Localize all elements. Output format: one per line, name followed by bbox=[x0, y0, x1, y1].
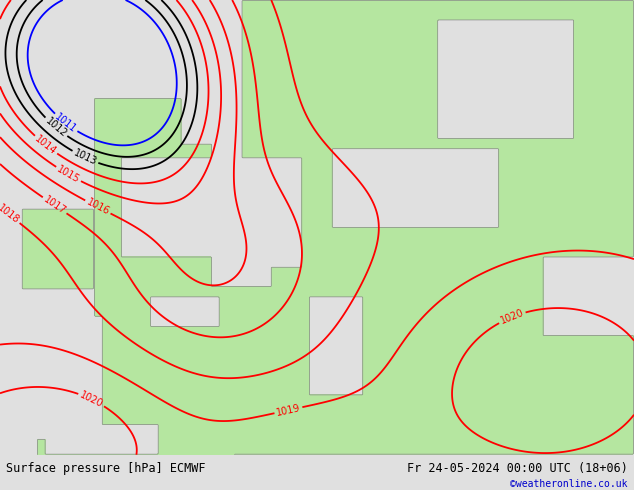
Text: 1015: 1015 bbox=[55, 164, 82, 185]
Text: 1017: 1017 bbox=[42, 195, 68, 217]
Text: 1018: 1018 bbox=[0, 203, 21, 226]
Text: 1013: 1013 bbox=[72, 148, 98, 167]
Text: 1020: 1020 bbox=[499, 308, 526, 326]
Text: Surface pressure [hPa] ECMWF: Surface pressure [hPa] ECMWF bbox=[6, 462, 206, 475]
Text: Fr 24-05-2024 00:00 UTC (18+06): Fr 24-05-2024 00:00 UTC (18+06) bbox=[407, 462, 628, 475]
Text: 1014: 1014 bbox=[33, 133, 58, 157]
Text: 1011: 1011 bbox=[53, 112, 79, 135]
Text: 1020: 1020 bbox=[78, 390, 105, 409]
Text: 1012: 1012 bbox=[43, 116, 68, 139]
Text: ©weatheronline.co.uk: ©weatheronline.co.uk bbox=[510, 479, 628, 489]
Text: 1019: 1019 bbox=[275, 403, 301, 417]
Text: 1016: 1016 bbox=[85, 197, 111, 217]
